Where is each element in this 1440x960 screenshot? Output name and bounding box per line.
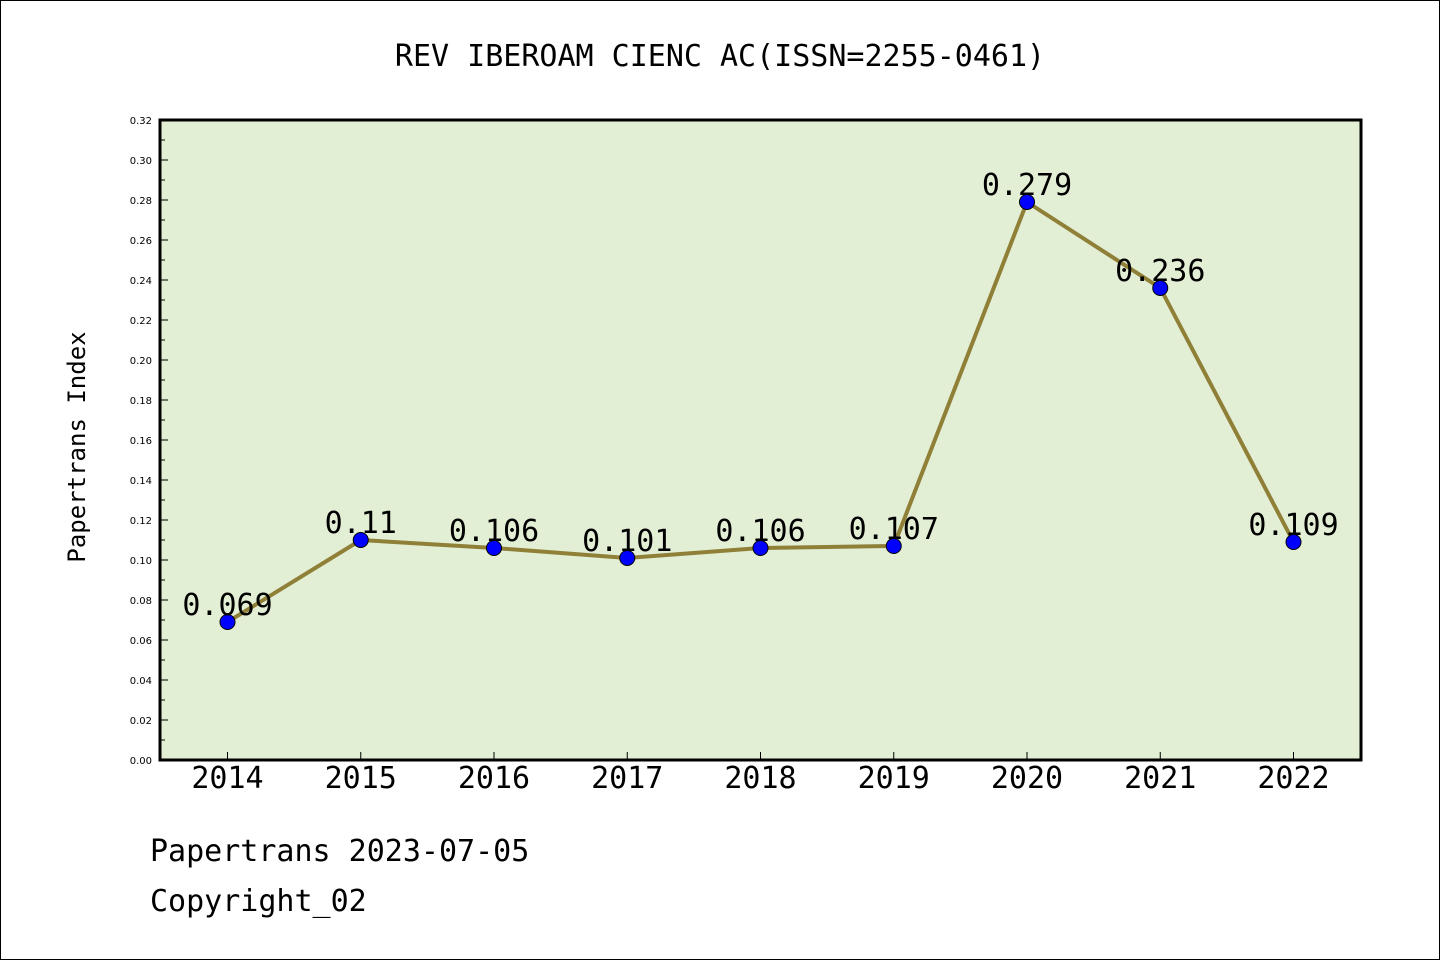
data-point: [352, 532, 369, 548]
x-tick-label: 2021: [1124, 761, 1196, 796]
data-label: 0.279: [982, 168, 1072, 203]
y-axis-label: Papertrans Index: [63, 331, 91, 562]
y-tick-label: 0.32: [130, 116, 152, 127]
y-tick-label: 0.28: [130, 196, 152, 207]
y-axis: 0.00 0.02 0.04 0.06 0.08 0.10 0.12 0.14 0.16 0.18…: [130, 116, 168, 767]
data-label: 0.101: [582, 524, 672, 559]
x-tick-label: 2016: [458, 761, 530, 796]
plot-border: [158, 118, 1363, 762]
y-tick-label: 0.22: [130, 316, 152, 327]
data-point: [219, 614, 236, 630]
y-tick-label: 0.00: [130, 756, 152, 767]
data-label: 0.236: [1115, 254, 1205, 289]
y-tick-label: 0.26: [130, 236, 152, 247]
x-axis: 2014 2015 2016 2017 2018 2019 2020 2021 2022: [191, 752, 1330, 796]
footer-date-text: Papertrans 2023-07-05: [150, 834, 530, 869]
data-point: [752, 540, 769, 556]
data-point: [885, 538, 902, 554]
data-point: [1285, 534, 1302, 550]
data-label: 0.106: [715, 514, 805, 549]
data-label: 0.069: [182, 588, 272, 623]
x-tick-label: 2017: [591, 761, 663, 796]
x-tick-label: 2022: [1257, 761, 1329, 796]
x-tick-label: 2019: [858, 761, 930, 796]
y-tick-label: 0.12: [130, 516, 152, 527]
y-tick-label: 0.14: [130, 476, 152, 487]
y-tick-label: 0.04: [130, 676, 152, 687]
chart-title: REV IBEROAM CIENC AC(ISSN=2255-0461): [395, 39, 1045, 74]
y-tick-label: 0.18: [130, 396, 152, 407]
data-point: [1019, 194, 1035, 210]
data-label: 0.11: [325, 506, 397, 541]
series-layer: 0.069 0.11 0.106 0.101 0.106 0.107 0.279 0.236 0…: [182, 168, 1339, 630]
data-point: [619, 550, 636, 566]
data-label: 0.107: [849, 512, 939, 547]
data-point: [486, 540, 502, 556]
footer-copyright-text: Copyright_02: [150, 884, 367, 919]
data-point: [1152, 280, 1169, 296]
x-tick-label: 2014: [191, 761, 263, 796]
x-tick-label: 2015: [325, 761, 397, 796]
y-tick-label: 0.08: [130, 596, 152, 607]
y-tick-label: 0.02: [130, 716, 152, 727]
y-tick-label: 0.20: [130, 356, 152, 367]
y-tick-label: 0.30: [130, 156, 152, 167]
plot-area: [160, 120, 1361, 760]
x-tick-label: 2020: [991, 761, 1063, 796]
x-tick-label: 2018: [724, 761, 796, 796]
data-label: 0.109: [1248, 508, 1338, 543]
y-tick-label: 0.06: [130, 636, 152, 647]
y-tick-label: 0.10: [130, 556, 152, 567]
y-tick-label: 0.24: [130, 276, 152, 287]
data-label: 0.106: [449, 514, 539, 549]
y-tick-label: 0.16: [130, 436, 152, 447]
